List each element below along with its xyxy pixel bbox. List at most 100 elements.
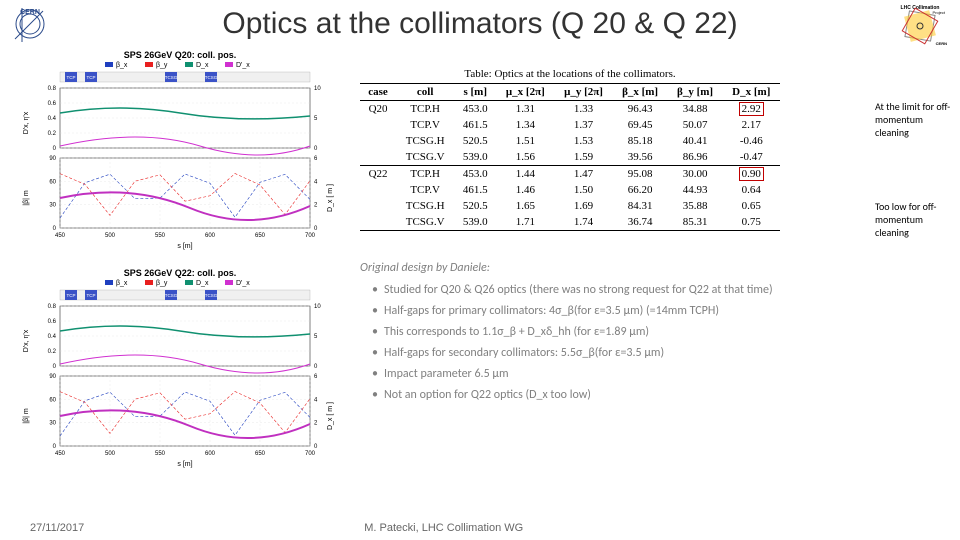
- svg-text:TCSG: TCSG: [205, 75, 218, 80]
- svg-text:0.6: 0.6: [48, 101, 57, 107]
- table-cell: 453.0: [454, 101, 496, 118]
- svg-text:60: 60: [49, 179, 56, 185]
- table-cell: 1.50: [554, 182, 612, 198]
- svg-text:2: 2: [314, 203, 318, 209]
- table-cell: TCSG.H: [396, 133, 454, 149]
- annotation-limit: At the limit for off-momentum cleaning: [875, 100, 955, 139]
- optics-table: Table: Optics at the locations of the co…: [360, 68, 780, 231]
- svg-text:0.8: 0.8: [48, 304, 57, 310]
- table-cell: 1.69: [554, 198, 612, 214]
- table-col-header: β_y [m]: [668, 84, 723, 101]
- design-bullet: Studied for Q20 & Q26 optics (there was …: [372, 283, 950, 297]
- svg-text:TCSG: TCSG: [165, 75, 178, 80]
- chart-q22: SPS 26GeV Q22: coll. pos.β_xβ_yD_xD'_xTC…: [10, 266, 350, 476]
- table-cell: Q20: [360, 101, 396, 118]
- table-cell: TCP.V: [396, 182, 454, 198]
- table-cell: 1.47: [554, 166, 612, 183]
- svg-text:650: 650: [255, 233, 266, 239]
- table-row: TCSG.H520.51.511.5385.1840.41-0.46: [360, 133, 780, 149]
- table-cell: 539.0: [454, 214, 496, 231]
- table-row: Q22TCP.H453.01.441.4795.0830.000.90: [360, 166, 780, 183]
- table-cell: [360, 133, 396, 149]
- table-cell: [360, 198, 396, 214]
- table-cell: 1.53: [554, 133, 612, 149]
- svg-text:550: 550: [155, 451, 166, 457]
- svg-text:D_x [ m ]: D_x [ m ]: [327, 402, 334, 430]
- design-bullet: Half-gaps for primary collimators: 4σ_β(…: [372, 304, 950, 318]
- svg-text:CERN: CERN: [20, 9, 40, 16]
- svg-text:10: 10: [314, 86, 321, 92]
- cern-logo: CERN: [10, 4, 50, 44]
- svg-text:0: 0: [53, 364, 57, 370]
- table-cell: 1.46: [496, 182, 554, 198]
- table-cell: 66.20: [613, 182, 668, 198]
- svg-text:450: 450: [55, 233, 66, 239]
- footer-credit: M. Patecki, LHC Collimation WG: [364, 522, 523, 534]
- design-bullet: Half-gaps for secondary collimators: 5.5…: [372, 346, 950, 360]
- table-cell: 0.75: [723, 214, 780, 231]
- table-cell: -0.46: [723, 133, 780, 149]
- svg-text:β_y: β_y: [156, 280, 168, 287]
- svg-text:0: 0: [314, 226, 318, 232]
- svg-text:β_x: β_x: [116, 62, 128, 69]
- table-cell: 96.43: [613, 101, 668, 118]
- table-cell: TCP.V: [396, 117, 454, 133]
- svg-text:600: 600: [205, 233, 216, 239]
- design-title: Original design by Daniele:: [360, 261, 950, 275]
- slide-title: Optics at the collimators (Q 20 & Q 22): [70, 7, 890, 41]
- table-cell: 44.93: [668, 182, 723, 198]
- table-col-header: μ_x [2π]: [496, 84, 554, 101]
- svg-text:90: 90: [49, 374, 56, 380]
- svg-text:30: 30: [49, 421, 56, 427]
- table-cell: 461.5: [454, 182, 496, 198]
- svg-text:500: 500: [105, 451, 116, 457]
- table-cell: [360, 149, 396, 166]
- svg-text:TCP: TCP: [87, 75, 96, 80]
- table-cell: TCSG.H: [396, 198, 454, 214]
- svg-text:5: 5: [314, 116, 318, 122]
- table-col-header: μ_y [2π]: [554, 84, 612, 101]
- table-cell: 1.59: [554, 149, 612, 166]
- slide-header: CERN Optics at the collimators (Q 20 & Q…: [0, 0, 960, 48]
- chart-q20: SPS 26GeV Q20: coll. pos.β_xβ_yD_xD'_xTC…: [10, 48, 350, 258]
- svg-text:TCP: TCP: [67, 293, 76, 298]
- svg-text:0.6: 0.6: [48, 319, 57, 325]
- svg-text:TCSG: TCSG: [165, 293, 178, 298]
- table-cell: 40.41: [668, 133, 723, 149]
- table-cell: TCSG.V: [396, 214, 454, 231]
- table-cell: 520.5: [454, 198, 496, 214]
- table-cell: 86.96: [668, 149, 723, 166]
- svg-text:0: 0: [53, 444, 57, 450]
- svg-text:D_x: D_x: [196, 280, 209, 287]
- svg-text:0: 0: [314, 364, 318, 370]
- table-col-header: β_x [m]: [613, 84, 668, 101]
- svg-text:0: 0: [314, 444, 318, 450]
- slide-footer: 27/11/2017 M. Patecki, LHC Collimation W…: [0, 522, 960, 534]
- svg-text:β_x: β_x: [116, 280, 128, 287]
- svg-text:90: 90: [49, 156, 56, 162]
- table-cell: 95.08: [613, 166, 668, 183]
- table-row: TCSG.H520.51.651.6984.3135.880.65: [360, 198, 780, 214]
- table-row: TCP.V461.51.461.5066.2044.930.64: [360, 182, 780, 198]
- svg-text:D_x: D_x: [196, 62, 209, 69]
- table-cell: 1.51: [496, 133, 554, 149]
- svg-text:700: 700: [305, 451, 316, 457]
- svg-text:SPS 26GeV Q22: coll. pos.: SPS 26GeV Q22: coll. pos.: [124, 268, 237, 278]
- table-cell: TCSG.V: [396, 149, 454, 166]
- svg-text:4: 4: [314, 179, 318, 185]
- svg-text:5: 5: [314, 334, 318, 340]
- svg-text:600: 600: [205, 451, 216, 457]
- svg-text:650: 650: [255, 451, 266, 457]
- svg-text:450: 450: [55, 451, 66, 457]
- table-cell: 84.31: [613, 198, 668, 214]
- svg-text:TCP: TCP: [87, 293, 96, 298]
- svg-text:s [m]: s [m]: [177, 243, 192, 250]
- table-col-header: case: [360, 84, 396, 101]
- svg-text:|β| m: |β| m: [23, 190, 30, 206]
- svg-text:0: 0: [53, 226, 57, 232]
- table-cell: 39.56: [613, 149, 668, 166]
- svg-text:|β| m: |β| m: [23, 408, 30, 424]
- svg-text:D_x [ m ]: D_x [ m ]: [327, 184, 334, 212]
- slide-content: SPS 26GeV Q20: coll. pos.β_xβ_yD_xD'_xTC…: [0, 48, 960, 498]
- table-cell: 34.88: [668, 101, 723, 118]
